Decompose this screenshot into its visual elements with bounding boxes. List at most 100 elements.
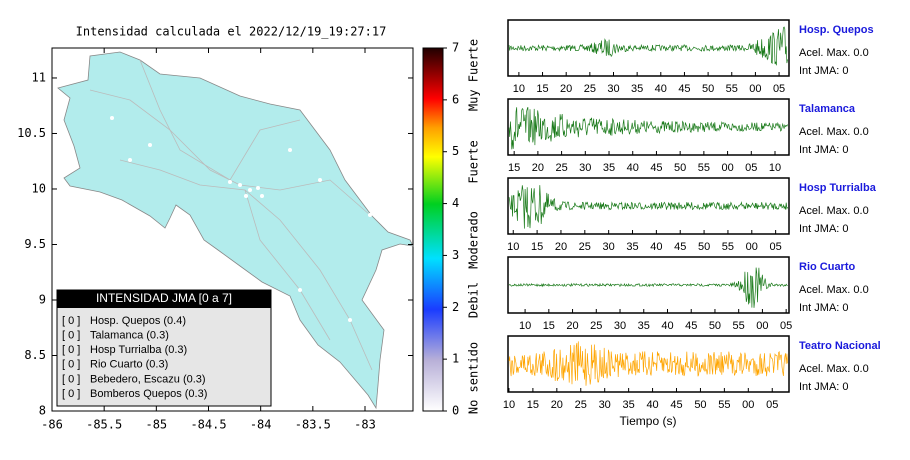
x-tick-label: 55: [698, 162, 710, 174]
legend-level: [ 0 ]: [62, 388, 80, 400]
max-acceleration: Acel. Max. 0.0: [799, 284, 869, 296]
max-acceleration: Acel. Max. 0.0: [799, 205, 869, 217]
x-tick-label: 00: [746, 241, 758, 253]
x-tick-label: 05: [773, 83, 785, 95]
x-tick-label: 35: [623, 399, 635, 411]
x-tick-label: 15: [543, 320, 555, 332]
x-tick-label: -84.5: [190, 418, 226, 432]
x-tick-label: 20: [560, 83, 572, 95]
x-tick-label: 30: [603, 241, 615, 253]
x-tick-label: 45: [685, 320, 697, 332]
x-tick-label: 30: [607, 83, 619, 95]
x-tick-label: 55: [726, 83, 738, 95]
x-tick-label: 25: [590, 320, 602, 332]
x-tick-label: 10: [519, 320, 531, 332]
max-acceleration: Acel. Max. 0.0: [799, 363, 869, 375]
station-name: Hosp. Quepos: [799, 24, 874, 36]
x-tick-label: 15: [527, 399, 539, 411]
waveform: [508, 341, 788, 386]
waveform: [508, 267, 788, 308]
colorbar-tick-label: 1: [452, 352, 459, 366]
colorbar-label: Debil: [467, 282, 481, 318]
legend-station: Hosp Turrialba (0.3): [90, 344, 187, 356]
x-tick-label: 10: [507, 241, 519, 253]
legend-header: [57, 290, 271, 308]
colorbar-label: Muy Fuerte: [467, 39, 481, 111]
legend-station: Bomberos Quepos (0.3): [90, 388, 207, 400]
legend-level: [ 0 ]: [62, 330, 80, 342]
jma-intensity: Int JMA: 0: [799, 302, 849, 314]
max-acceleration: Acel. Max. 0.0: [799, 126, 869, 138]
x-tick-label: 20: [566, 320, 578, 332]
x-tick-label: 50: [694, 399, 706, 411]
y-tick-label: 9: [39, 292, 46, 306]
x-tick-label: -85.5: [86, 418, 122, 432]
colorbar-tick-label: 6: [452, 92, 459, 106]
x-tick-label: 10: [769, 162, 781, 174]
max-acceleration: Acel. Max. 0.0: [799, 47, 869, 59]
colorbar-label: Moderado: [467, 211, 481, 269]
x-tick-label: 20: [551, 399, 563, 411]
legend-box: [56, 289, 272, 407]
colorbar: [422, 47, 444, 412]
y-tick-label: 9.5: [24, 237, 46, 251]
x-tick-label: 10: [503, 399, 515, 411]
colorbar-tick-label: 3: [452, 248, 459, 262]
x-tick-label: 05: [745, 162, 757, 174]
legend-level: [ 0 ]: [62, 315, 80, 327]
x-tick-label: 00: [721, 162, 733, 174]
legend-level: [ 0 ]: [62, 344, 80, 356]
station-name: Talamanca: [799, 103, 856, 115]
x-tick-label: 50: [674, 162, 686, 174]
jma-intensity: Int JMA: 0: [799, 144, 849, 156]
legend-level: [ 0 ]: [62, 373, 80, 385]
country-shape: [57, 51, 414, 410]
colorbar-tick-label: 5: [452, 144, 459, 158]
x-tick-label: 55: [718, 399, 730, 411]
x-tick-label: 20: [555, 241, 567, 253]
legend-station: Talamanca (0.3): [90, 330, 169, 342]
colorbar-tick-label: 7: [452, 41, 459, 55]
x-tick-label: 50: [709, 320, 721, 332]
colorbar-tick-label: 4: [452, 196, 459, 210]
x-tick-label: -85: [145, 418, 167, 432]
x-tick-label: 05: [770, 241, 782, 253]
station-name: Rio Cuarto: [799, 261, 856, 273]
stations: [98, 78, 372, 322]
jma-intensity: Int JMA: 0: [799, 381, 849, 393]
x-tick-label: 25: [579, 241, 591, 253]
x-tick-label: 40: [650, 241, 662, 253]
x-tick-label: -83.5: [295, 418, 331, 432]
colorbar-label: Fuerte: [467, 140, 481, 183]
x-tick-label: 00: [742, 399, 754, 411]
x-tick-label: 45: [674, 241, 686, 253]
x-tick-label: 40: [627, 162, 639, 174]
colorbar-tick-label: 2: [452, 300, 459, 314]
x-tick-label: 05: [766, 399, 778, 411]
jma-intensity: Int JMA: 0: [799, 223, 849, 235]
x-tick-label: 35: [626, 241, 638, 253]
x-tick-label: 30: [579, 162, 591, 174]
y-tick-label: 11: [32, 70, 46, 84]
x-tick-label: 25: [575, 399, 587, 411]
x-tick-label: 30: [614, 320, 626, 332]
x-tick-label: -86: [41, 418, 63, 432]
x-tick-label: 35: [638, 320, 650, 332]
x-tick-label: -84: [250, 418, 272, 432]
x-tick-label: 05: [780, 320, 792, 332]
legend-station: Rio Cuarto (0.3): [90, 359, 168, 371]
colorbar-tick-label: 0: [452, 404, 459, 418]
x-tick-label: 00: [756, 320, 768, 332]
legend-items: [ 0 ] Hosp. Quepos (0.4) [ 0 ] Talamanca (0…: [62, 315, 207, 400]
jma-intensity: Int JMA: 0: [799, 65, 849, 77]
x-tick-label: 55: [722, 241, 734, 253]
map-title: Intensidad calculada el 2022/12/19_19:27…: [76, 25, 387, 39]
legend-level: [ 0 ]: [62, 359, 80, 371]
colorbar-label: No sentido: [467, 342, 481, 414]
x-tick-label: 30: [599, 399, 611, 411]
y-tick-label: 10: [32, 181, 46, 195]
x-tick-label: 20: [532, 162, 544, 174]
x-tick-label: 25: [584, 83, 596, 95]
waveform-frame: [507, 19, 790, 77]
